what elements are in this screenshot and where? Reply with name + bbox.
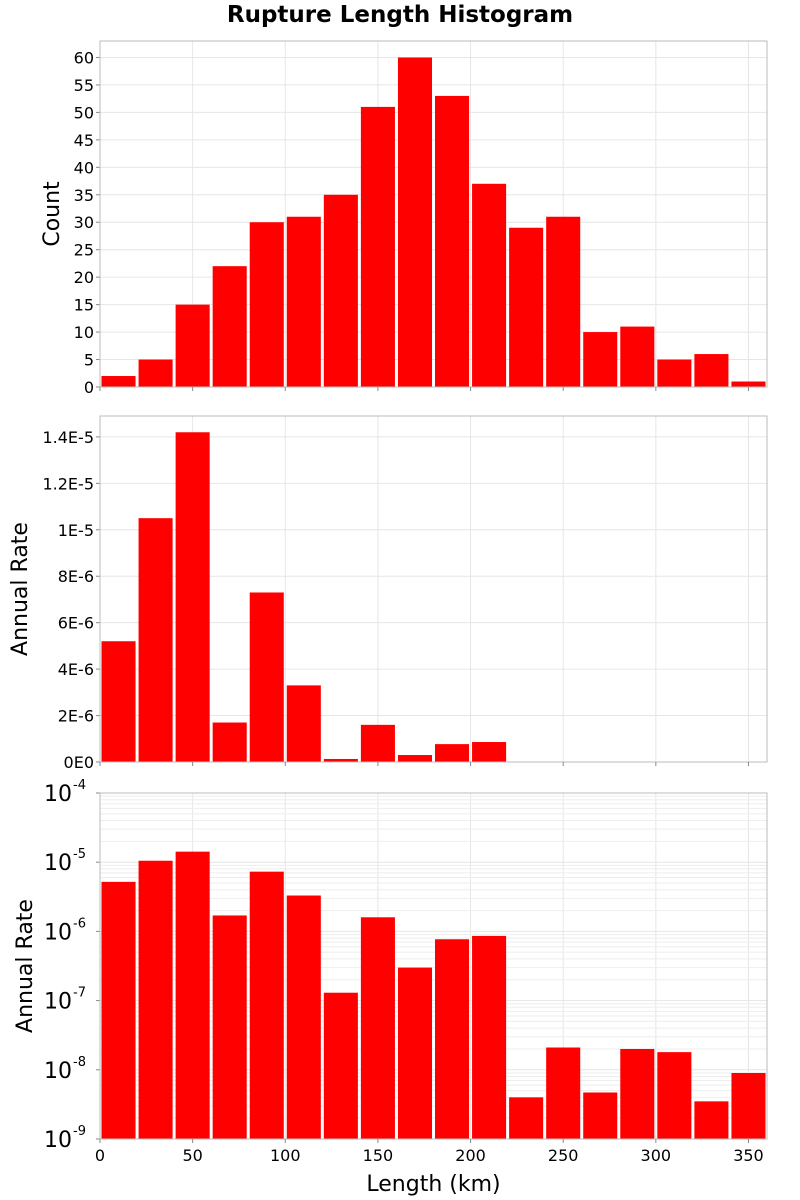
histogram-bar: [138, 860, 173, 1139]
y-tick-label-exponent: -5: [73, 847, 86, 862]
x-tick-label: 50: [182, 1146, 202, 1165]
histogram-bar: [620, 1048, 655, 1139]
y-tick-label: 4E-6: [58, 660, 94, 679]
histogram-bar: [397, 755, 432, 762]
y-tick-label: 55: [74, 76, 94, 95]
y-tick-label-exponent: -9: [73, 1124, 86, 1139]
histogram-bar: [397, 967, 432, 1139]
histogram-bar: [583, 1092, 618, 1139]
y-tick-label-exponent: -4: [73, 778, 86, 793]
y-tick-label-exponent: -7: [73, 986, 86, 1001]
y-tick-label-exponent: -6: [73, 916, 86, 931]
y-tick-label-base: 10: [44, 851, 72, 876]
histogram-bar: [694, 1101, 729, 1139]
y-tick-label-base: 10: [44, 990, 72, 1015]
y-tick-label: 40: [74, 158, 94, 177]
histogram-bar: [360, 724, 395, 762]
y-tick-label-base: 10: [44, 1128, 72, 1153]
y-tick-label: 35: [74, 186, 94, 205]
histogram-bar: [509, 227, 544, 387]
histogram-bar: [175, 851, 210, 1139]
histogram-bar: [212, 722, 247, 762]
x-tick-label: 350: [733, 1146, 764, 1165]
histogram-bar: [546, 216, 581, 387]
y-tick-label-base: 10: [44, 920, 72, 945]
x-tick-label: 200: [455, 1146, 486, 1165]
y-tick-label: 25: [74, 241, 94, 260]
histogram-bar: [731, 1072, 766, 1139]
y-tick-label: 1.2E-5: [42, 474, 94, 493]
y-tick-label-exponent: -8: [73, 1055, 86, 1070]
x-tick-label: 250: [548, 1146, 579, 1165]
histogram-bar: [249, 222, 284, 387]
histogram-bar: [323, 758, 358, 762]
histogram-bar: [435, 939, 470, 1139]
histogram-bar: [583, 332, 618, 387]
histogram-bar: [472, 935, 507, 1139]
y-tick-label: 20: [74, 268, 94, 287]
histogram-bar: [286, 895, 321, 1139]
y-axis-label: Annual Rate: [13, 899, 38, 1033]
x-tick-label: 150: [363, 1146, 394, 1165]
y-tick-label: 45: [74, 131, 94, 150]
histogram-bar: [138, 359, 173, 387]
y-tick-label: 50: [74, 103, 94, 122]
x-tick-label: 0: [95, 1146, 105, 1165]
histogram-bar: [249, 592, 284, 762]
histogram-bar: [212, 915, 247, 1139]
chart-title: Rupture Length Histogram: [226, 2, 574, 28]
histogram-bar: [657, 359, 692, 387]
x-axis-label: Length (km): [366, 1172, 500, 1197]
histogram-bar: [509, 1097, 544, 1139]
y-tick-label: 1.4E-5: [42, 428, 94, 447]
y-tick-label: 6E-6: [58, 614, 94, 633]
histogram-bar: [546, 1047, 581, 1139]
x-tick-label: 300: [641, 1146, 672, 1165]
y-tick-label: 8E-6: [58, 567, 94, 586]
histogram-bar: [175, 304, 210, 387]
y-tick-label: 2E-6: [58, 707, 94, 726]
histogram-bar: [323, 194, 358, 387]
histogram-bar: [397, 57, 432, 387]
histogram-bar: [472, 183, 507, 387]
y-axis-label: Annual Rate: [8, 522, 33, 656]
histogram-bar: [731, 381, 766, 387]
histogram-bar: [101, 881, 136, 1139]
histogram-bar: [360, 106, 395, 388]
histogram-bar: [620, 326, 655, 387]
histogram-bar: [101, 376, 136, 387]
histogram-bar: [249, 871, 284, 1139]
histogram-bar: [472, 742, 507, 762]
histogram-bar: [435, 744, 470, 762]
y-tick-label: 10: [74, 323, 94, 342]
plot-frame: [99, 792, 768, 1140]
histogram-bar: [286, 685, 321, 762]
histogram-bar: [101, 641, 136, 762]
histogram-bar: [175, 432, 210, 762]
histogram-bar: [657, 1052, 692, 1139]
histogram-bar: [286, 216, 321, 387]
y-tick-label: 0E0: [64, 753, 94, 772]
histogram-bar: [323, 992, 358, 1139]
y-tick-label: 30: [74, 213, 94, 232]
y-tick-label: 60: [74, 48, 94, 67]
plot-frame: [99, 415, 768, 763]
plot-frame: [99, 40, 768, 388]
y-tick-label: 1E-5: [58, 521, 94, 540]
x-tick-label: 100: [270, 1146, 301, 1165]
histogram-bar: [435, 95, 470, 388]
y-tick-label-base: 10: [44, 1059, 72, 1084]
y-tick-label: 5: [84, 351, 94, 370]
histogram-bar: [694, 354, 729, 387]
y-tick-label: 15: [74, 296, 94, 315]
histogram-bar: [138, 518, 173, 762]
y-tick-label-base: 10: [44, 782, 72, 807]
histogram-bar: [212, 266, 247, 387]
y-tick-label: 0: [84, 378, 94, 397]
histogram-bar: [360, 917, 395, 1139]
y-axis-label: Count: [40, 181, 65, 247]
